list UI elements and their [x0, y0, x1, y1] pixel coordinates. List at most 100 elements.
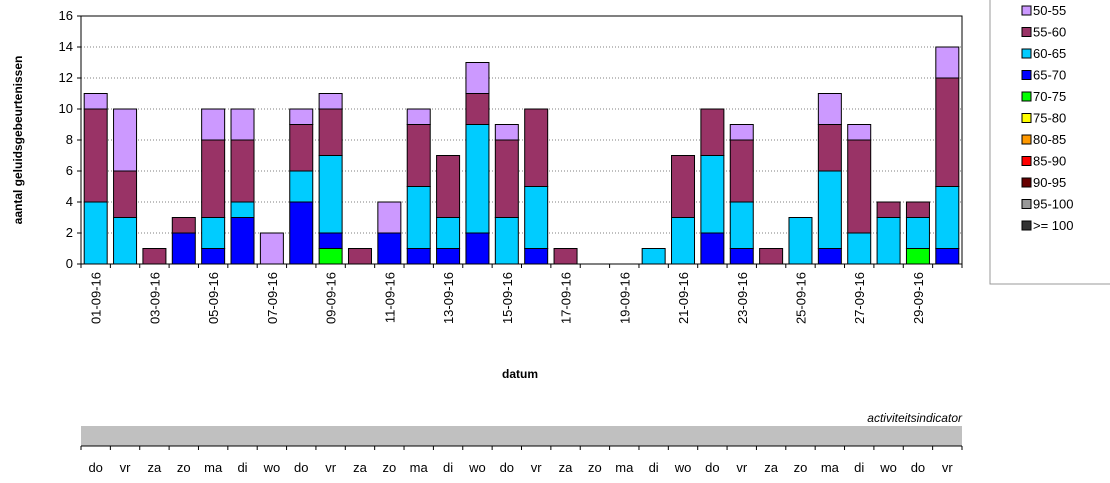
day-label: wo — [674, 460, 692, 475]
bar-segment — [671, 155, 696, 218]
day-label: zo — [794, 460, 808, 475]
legend-swatch — [1021, 220, 1032, 231]
bar-segment — [729, 139, 754, 203]
day-label: wo — [263, 460, 281, 475]
bar-segment — [406, 186, 431, 249]
bar-segment — [465, 232, 490, 265]
bar-segment — [494, 139, 519, 218]
legend-swatch — [1021, 156, 1032, 166]
bar-segment — [524, 248, 549, 265]
legend-entry: 70-75 — [1033, 89, 1066, 104]
day-label: di — [854, 460, 864, 475]
day-label: di — [443, 460, 453, 475]
bar-segment — [318, 93, 343, 110]
legend-entry: 50-55 — [1033, 3, 1066, 18]
day-label: vr — [325, 460, 337, 475]
legend-entry: 90-95 — [1033, 175, 1066, 190]
x-tick-label: 01-09-16 — [89, 272, 104, 324]
day-label: do — [294, 460, 308, 475]
bar-segment — [494, 124, 519, 141]
bar-segment — [935, 186, 960, 249]
bar-segment — [465, 62, 490, 94]
bar-segment — [759, 248, 784, 265]
bar-segment — [494, 217, 519, 265]
bar-segment — [318, 248, 343, 265]
bar-segment — [935, 46, 960, 79]
legend-swatch — [1021, 48, 1032, 59]
bar-segment — [171, 232, 196, 265]
x-tick-label: 09-09-16 — [324, 272, 339, 324]
activity-indicator: activiteitsindicator do vr za zo ma di wo do vr z… — [80, 411, 963, 475]
bar-segment — [847, 124, 872, 141]
bar-segment — [406, 248, 431, 265]
bar-segment — [230, 139, 255, 203]
day-label: zo — [177, 460, 191, 475]
legend-swatch — [1021, 5, 1032, 16]
bar-segment — [142, 248, 167, 265]
y-tick-label: 16 — [59, 8, 73, 23]
bar-segment — [876, 217, 901, 265]
day-label: za — [559, 460, 574, 475]
day-label: do — [500, 460, 514, 475]
y-tick-label: 8 — [66, 132, 73, 147]
bar-segment — [436, 248, 461, 265]
bar-segment — [436, 155, 461, 218]
legend-swatch — [1021, 27, 1032, 37]
activity-bar — [81, 426, 962, 446]
bar-segment — [905, 201, 930, 218]
bar-segment — [201, 108, 226, 141]
x-tick-label: 29-09-16 — [911, 272, 926, 324]
x-tick-label: 21-09-16 — [676, 272, 691, 324]
legend-entry: 80-85 — [1033, 132, 1066, 147]
bar-segment — [377, 232, 402, 265]
legend-entry: 65-70 — [1033, 68, 1066, 83]
bar-segment — [465, 124, 490, 234]
y-axis-title: aantal geluidsgebeurtenissen — [11, 56, 25, 225]
day-label: do — [911, 460, 925, 475]
y-tick-label: 2 — [66, 225, 73, 240]
bar-segment — [113, 108, 138, 172]
x-tick-label: 03-09-16 — [147, 272, 162, 324]
bar-segment — [905, 217, 930, 249]
y-tick-label: 0 — [66, 256, 73, 271]
y-tick-label: 12 — [59, 70, 73, 85]
day-label: vr — [942, 460, 954, 475]
bar-segment — [83, 108, 108, 203]
bar-segment — [671, 217, 696, 265]
x-tick-label: 23-09-16 — [735, 272, 750, 324]
bar-segment — [524, 108, 549, 187]
bar-segment — [318, 108, 343, 156]
x-tick-label: 05-09-16 — [206, 272, 221, 324]
legend-swatch — [1021, 134, 1032, 145]
bar-segment — [113, 170, 138, 218]
bar-segment — [876, 201, 901, 218]
day-label: za — [148, 460, 163, 475]
x-tick-label: 25-09-16 — [793, 272, 808, 324]
day-label: zo — [382, 460, 396, 475]
bar-segment — [406, 124, 431, 187]
bar-segment — [259, 232, 284, 265]
day-label: vr — [736, 460, 748, 475]
bar-segment — [289, 108, 314, 125]
y-tick-label: 14 — [59, 39, 73, 54]
bar-segment — [700, 108, 725, 156]
bar-segment — [700, 155, 725, 234]
bar-segment — [406, 108, 431, 125]
day-label: di — [649, 460, 659, 475]
bar-segment — [847, 139, 872, 234]
y-tick-label: 10 — [59, 101, 73, 116]
legend-entry: 85-90 — [1033, 154, 1066, 169]
bar-segment — [230, 108, 255, 141]
day-label: za — [764, 460, 779, 475]
bar-segment — [318, 155, 343, 234]
bar-segment — [83, 93, 108, 110]
bar-segment — [847, 232, 872, 265]
bar-segment — [436, 217, 461, 249]
bar-segment — [289, 170, 314, 203]
bar-segment — [113, 217, 138, 265]
x-tick-label: 15-09-16 — [500, 272, 515, 324]
day-label: di — [237, 460, 247, 475]
bar-segment — [289, 201, 314, 265]
bar-segment — [347, 248, 372, 265]
